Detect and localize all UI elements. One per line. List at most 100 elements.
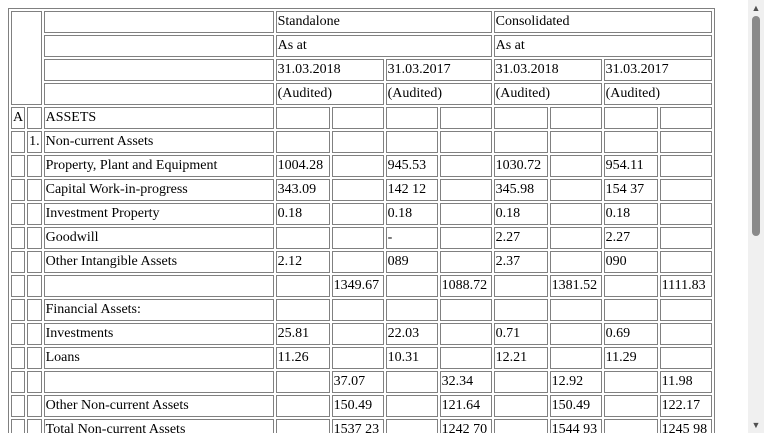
item-number-cell [27,179,42,201]
value-cell [275,299,330,321]
header-row-dates: 31.03.2018 31.03.2017 31.03.2018 31.03.2… [11,59,712,81]
scroll-up-icon[interactable]: ▲ [751,3,761,13]
value-cell [275,131,330,153]
value-cell: 345.98 [493,179,548,201]
section-letter-cell [11,395,26,417]
value-cell: 11.26 [275,347,330,369]
value-cell [493,131,548,153]
consolidated-as-at: As at [493,35,712,57]
item-number-cell [27,371,42,393]
value-cell [659,227,712,249]
row-label-cell: Property, Plant and Equipment [43,155,274,177]
value-cell: 0.18 [385,203,438,225]
audited-cell: (Audited) [385,83,492,105]
value-cell [603,107,658,129]
value-cell [659,155,712,177]
value-cell [331,179,384,201]
date-cell: 31.03.2018 [275,59,384,81]
value-cell [439,179,492,201]
value-cell [385,419,438,433]
section-letter-cell [11,227,26,249]
value-cell: 2.37 [493,251,548,273]
item-number-cell [27,323,42,345]
row-label-cell: ASSETS [43,107,274,129]
value-cell [603,395,658,417]
audited-cell: (Audited) [493,83,602,105]
value-cell: 122.17 [659,395,712,417]
value-cell [439,299,492,321]
value-cell [439,203,492,225]
row-label-cell: Capital Work-in-progress [43,179,274,201]
value-cell [439,251,492,273]
value-cell [439,131,492,153]
value-cell [493,395,548,417]
value-cell [331,131,384,153]
value-cell: 1349.67 [331,275,384,297]
value-cell: 150.49 [549,395,602,417]
section-letter-cell [11,131,26,153]
table-row: 1349.67 1088.72 1381.52 1111.83 [11,275,712,297]
row-label-cell: Investment Property [43,203,274,225]
row-label-cell: Total Non-current Assets [43,419,274,433]
value-cell [549,179,602,201]
table-row: Capital Work-in-progress 343.09 142 12 345.… [11,179,712,201]
header-corner [11,11,42,105]
value-cell: 1245 98 [659,419,712,433]
value-cell [385,131,438,153]
value-cell [493,275,548,297]
item-number-cell [27,251,42,273]
value-cell [549,227,602,249]
value-cell [275,275,330,297]
value-cell: 2.27 [493,227,548,249]
value-cell [549,251,602,273]
header-label-cell [43,59,274,81]
value-cell [331,203,384,225]
vertical-scrollbar[interactable]: ▲ ▼ [748,0,764,433]
section-letter-cell [11,251,26,273]
value-cell: 22.03 [385,323,438,345]
value-cell [603,371,658,393]
section-letter-cell [11,155,26,177]
value-cell [603,275,658,297]
value-cell [331,251,384,273]
value-cell: 089 [385,251,438,273]
value-cell [659,347,712,369]
value-cell [659,107,712,129]
value-cell [439,227,492,249]
value-cell: 1088.72 [439,275,492,297]
value-cell [549,131,602,153]
header-label-cell [43,83,274,105]
section-letter-cell [11,179,26,201]
value-cell [331,299,384,321]
table-row: A ASSETS [11,107,712,129]
item-number-cell [27,347,42,369]
value-cell: 0.18 [603,203,658,225]
consolidated-header: Consolidated [493,11,712,33]
value-cell [439,347,492,369]
value-cell: 12.21 [493,347,548,369]
item-number-cell [27,203,42,225]
value-cell [549,203,602,225]
item-number-cell [27,155,42,177]
value-cell [603,419,658,433]
value-cell [275,107,330,129]
value-cell [549,107,602,129]
section-letter-cell [11,371,26,393]
value-cell [659,323,712,345]
header-label-cell [43,35,274,57]
scroll-thumb[interactable] [752,16,760,236]
table-row: Goodwill - 2.27 2.27 [11,227,712,249]
table-row: 37.07 32.34 12.92 11.98 [11,371,712,393]
row-label-cell [43,275,274,297]
row-label-cell [43,371,274,393]
value-cell [659,179,712,201]
value-cell: 1544 93 [549,419,602,433]
item-number-cell [27,299,42,321]
row-label-cell: Other Non-current Assets [43,395,274,417]
value-cell: 2.12 [275,251,330,273]
scroll-down-icon[interactable]: ▼ [751,420,761,430]
row-label-cell: Financial Assets: [43,299,274,321]
value-cell: 1004.28 [275,155,330,177]
value-cell: 10.31 [385,347,438,369]
value-cell [493,419,548,433]
